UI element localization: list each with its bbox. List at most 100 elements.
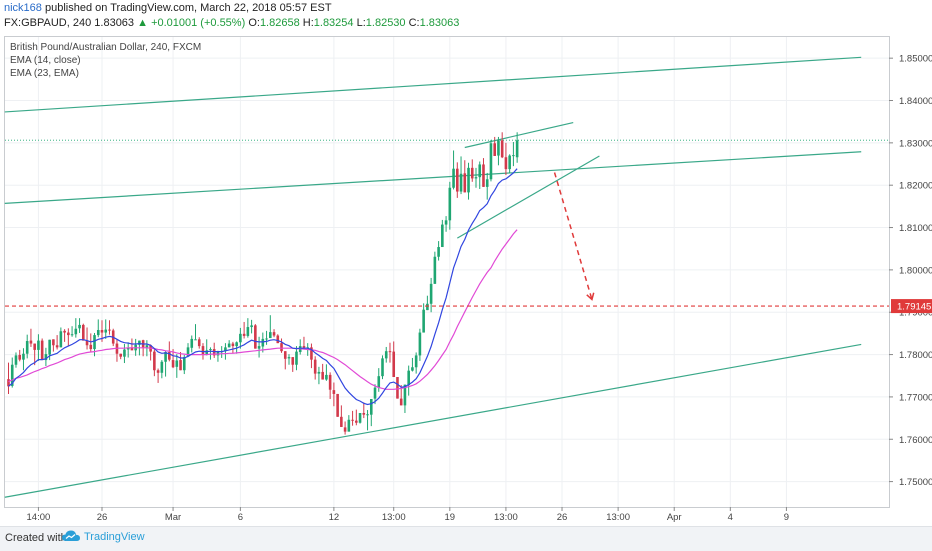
candle-body [321, 371, 324, 380]
candle [467, 162, 470, 200]
tradingview-cloud-icon [62, 530, 80, 541]
candle-body [512, 155, 515, 157]
candle [332, 382, 336, 407]
candle-body [93, 335, 96, 350]
candle [96, 319, 100, 338]
close-value: 1.83063 [419, 17, 460, 29]
candle-body [67, 332, 70, 336]
candle [340, 405, 343, 427]
projection-arrow-head [586, 292, 595, 301]
publish-date: published on TradingView.com, March 22, … [44, 2, 332, 14]
candle-body [201, 346, 205, 355]
footer-bar: Created with TradingView [0, 526, 932, 551]
candle-body [325, 374, 328, 380]
candle [272, 329, 276, 338]
candle-body [179, 360, 182, 371]
candle-body [108, 329, 111, 331]
candle-body [358, 413, 362, 423]
x-tick-label: 13:00 [606, 512, 630, 523]
candle-body [190, 338, 194, 348]
chart-frame[interactable] [4, 36, 890, 508]
candle-body [414, 355, 418, 368]
low-label: L: [356, 17, 366, 29]
candle [302, 336, 306, 350]
candle [310, 343, 313, 369]
candle-body [257, 346, 261, 349]
tradingview-logo[interactable]: TradingView [62, 530, 145, 543]
candle-body [33, 343, 36, 350]
candle [500, 132, 504, 159]
candle [29, 328, 33, 347]
candle [85, 327, 89, 350]
candle [433, 251, 437, 284]
candle-body [283, 351, 287, 359]
candle-body [246, 327, 250, 336]
open-value: 1.82658 [259, 17, 300, 29]
candle [33, 343, 36, 366]
candle-body [407, 370, 410, 386]
candle-body [156, 370, 160, 373]
candle-body [302, 346, 306, 348]
candle [418, 328, 422, 361]
candle-body [396, 377, 399, 399]
candle [48, 339, 51, 361]
candle [52, 339, 55, 352]
candle [328, 372, 332, 400]
candle [126, 342, 130, 358]
candle-body [497, 140, 500, 156]
candle-body [182, 357, 186, 371]
candle [22, 348, 25, 371]
candle [474, 167, 478, 188]
created-with-label: Created with [5, 532, 67, 544]
x-tick-label: Apr [667, 512, 682, 523]
candle-body [265, 338, 268, 340]
y-tick-label: 1.82000 [899, 181, 932, 192]
candle-body [224, 347, 227, 352]
candle-body [14, 355, 18, 365]
candle [123, 343, 126, 364]
candle-body [276, 335, 280, 344]
candle-body [343, 427, 347, 432]
candle-body [362, 413, 366, 415]
candle [463, 160, 467, 193]
candle [362, 402, 366, 419]
y-axis: 1.85000 1.84000 1.83000 1.82000 1.81000 1.800… [889, 54, 932, 488]
x-tick-label: 14:00 [27, 512, 51, 523]
candle [298, 339, 302, 355]
candle-body [444, 220, 448, 225]
candle [78, 318, 81, 333]
change-value: +0.01001 (+0.55%) [151, 17, 246, 29]
author-link[interactable]: nick168 [4, 2, 42, 14]
candle [14, 352, 18, 368]
candle-body [280, 343, 283, 352]
y-tick-label: 1.85000 [899, 54, 932, 65]
x-tick-label: 13:00 [494, 512, 518, 523]
candle-body [7, 379, 10, 387]
candle [441, 219, 444, 248]
candle-body [287, 357, 291, 359]
candle-body [168, 352, 171, 360]
y-tick-label: 1.80000 [899, 265, 932, 276]
candle [343, 421, 347, 435]
candle [384, 346, 388, 363]
overlay-marks [5, 139, 889, 307]
candle-body [44, 354, 48, 361]
tradingview-brand: TradingView [84, 531, 145, 543]
candle [336, 393, 339, 417]
candle [194, 324, 197, 341]
candle [197, 337, 201, 349]
candle-body [138, 340, 141, 345]
candle [429, 277, 433, 313]
candle [355, 409, 358, 426]
candle-body [478, 164, 482, 178]
legend-ema14: EMA (14, close) [10, 55, 81, 66]
candle-body [452, 168, 455, 188]
candle [426, 295, 429, 311]
candle-body [310, 347, 313, 360]
candle-body [373, 387, 377, 399]
candle-body [100, 330, 104, 333]
candle-body [295, 351, 298, 365]
y-tick-label: 1.75000 [899, 477, 932, 488]
candle-body [40, 340, 44, 361]
